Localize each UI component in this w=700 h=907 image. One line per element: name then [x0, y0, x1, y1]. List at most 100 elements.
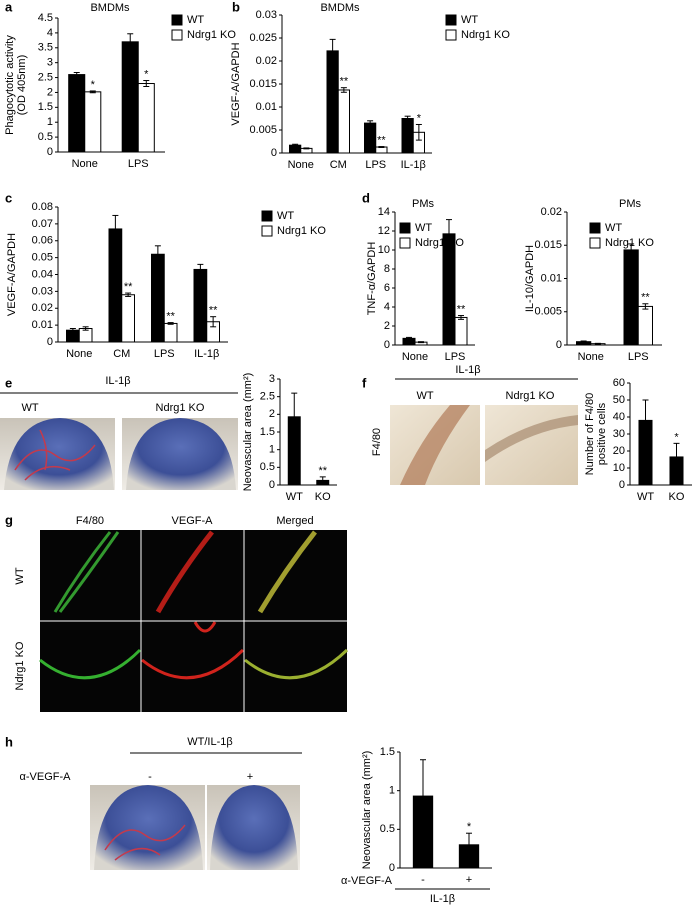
panel-h-images: h WT/IL-1β α-VEGF-A - + — [5, 734, 302, 870]
y-tick-label: 4 — [384, 301, 390, 313]
y-tick-label: 0.02 — [541, 206, 562, 218]
panel-letter: b — [232, 0, 240, 14]
eye-photo — [94, 785, 203, 870]
y-tick-label: 2 — [47, 86, 53, 98]
x-tick-label: CM — [330, 159, 347, 171]
chart: Neovascular area (mm²) 0 0.5 1 1.5 2 2.5 3 WT KO *… — [242, 373, 337, 503]
bar — [326, 50, 339, 154]
y-tick-label: 0.03 — [32, 285, 53, 297]
y-tick-label: 0.05 — [32, 252, 53, 264]
panel-letter: d — [362, 190, 370, 205]
bar — [137, 83, 155, 153]
y-tick-label: 0 — [389, 862, 395, 874]
legend-label: Ndrg1 KO — [461, 29, 510, 41]
bar — [364, 122, 377, 154]
y-tick-label: 4 — [47, 27, 53, 39]
legend-swatch — [261, 225, 273, 237]
treatment-title: IL-1β — [105, 375, 130, 387]
condition-label: + — [247, 771, 253, 783]
column-label: Merged — [276, 515, 313, 527]
column-label: VEGF-A — [172, 515, 214, 527]
x-tick-label: LPS — [365, 159, 386, 171]
x-tick-label: LPS — [628, 351, 649, 363]
image-label: Ndrg1 KO — [506, 390, 555, 402]
y-tick-label: 50 — [613, 394, 625, 406]
chart-title: PMs — [412, 198, 435, 210]
image-label: WT — [416, 390, 433, 402]
y-tick-label: 1.5 — [38, 101, 53, 113]
y-tick-label: 0 — [384, 339, 390, 351]
significance-mark: * — [467, 821, 472, 833]
row-label: Ndrg1 KO — [14, 641, 26, 690]
y-axis-label: (OD 405nm) — [16, 55, 28, 116]
y-axis-label: VEGF-A/GAPDH — [230, 42, 242, 125]
significance-mark: ** — [166, 311, 175, 323]
bar — [121, 41, 139, 153]
x-tick-label: - — [421, 874, 425, 886]
bar — [163, 322, 178, 343]
legend-label: WT — [461, 14, 478, 26]
y-tick-label: 0.015 — [534, 239, 562, 251]
y-tick-label: 12 — [378, 225, 390, 237]
treatment-title: IL-1β — [455, 364, 480, 376]
y-tick-label: 0.03 — [256, 9, 277, 21]
y-tick-label: 0.04 — [32, 268, 53, 280]
legend-swatch — [589, 237, 601, 249]
y-tick-label: 1 — [47, 116, 53, 128]
bar — [121, 294, 135, 343]
legend-label: WT — [277, 210, 294, 222]
y-tick-label: 0.025 — [249, 32, 277, 44]
y-tick-label: 0 — [619, 479, 625, 491]
chart: Neovascular area (mm²) 0 0.5 1 1.5 - + * α-VEGF-… — [341, 746, 492, 905]
y-tick-label: 6 — [384, 282, 390, 294]
x-tick-label: KO — [315, 491, 331, 503]
legend-label: Ndrg1 KO — [187, 29, 236, 41]
x-tick-label: CM — [113, 348, 130, 360]
legend-label: Ndrg1 KO — [277, 225, 326, 237]
panel-letter: f — [362, 375, 367, 390]
y-tick-label: 30 — [613, 428, 625, 440]
y-tick-label: 2.5 — [38, 71, 53, 83]
y-tick-label: 0.5 — [260, 461, 275, 473]
y-tick-label: 0.01 — [541, 272, 562, 284]
y-tick-label: 4.5 — [38, 12, 53, 24]
y-axis-label: VEGF-A/GAPDH — [6, 233, 18, 316]
y-tick-label: 0 — [269, 479, 275, 491]
x-tick-label: None — [288, 159, 314, 171]
y-tick-label: 3.5 — [38, 42, 53, 54]
bar — [108, 228, 123, 343]
panel-letter: h — [5, 734, 13, 749]
y-tick-label: 0 — [47, 336, 53, 348]
legend-swatch — [171, 14, 183, 26]
x-tick-label: None — [402, 351, 428, 363]
y-tick-label: 1.5 — [380, 746, 395, 758]
y-tick-label: 2.5 — [260, 391, 275, 403]
chart: b BMDMs VEGF-A/GAPDH 0 0.005 0.01 0.015 0.02 0.0… — [230, 0, 510, 171]
y-tick-label: 1 — [389, 785, 395, 797]
y-axis-label: Number of F4/80 — [584, 393, 596, 476]
x-tick-label: None — [66, 348, 92, 360]
y-tick-label: 60 — [613, 377, 625, 389]
chart: a BMDMs Phagocytotic activity (OD 405nm) 0 0.… — [4, 0, 236, 170]
y-tick-label: 40 — [613, 411, 625, 423]
y-tick-label: 2 — [269, 408, 275, 420]
x-tick-label: WT — [286, 491, 303, 503]
y-axis-label: positive cells — [596, 402, 608, 465]
y-tick-label: 0.01 — [32, 319, 53, 331]
column-label: F4/80 — [76, 515, 104, 527]
significance-mark: ** — [641, 292, 650, 304]
legend-swatch — [445, 29, 457, 41]
significance-mark: * — [91, 79, 96, 91]
stain-label: F4/80 — [371, 428, 383, 456]
bar — [151, 253, 165, 343]
y-tick-label: 0.02 — [256, 55, 277, 67]
significance-mark: ** — [124, 281, 133, 293]
chart-title: PMs — [619, 198, 642, 210]
y-axis-label: Phagocytotic activity — [4, 35, 16, 135]
x-tick-label: None — [72, 158, 98, 170]
legend-label: WT — [605, 222, 622, 234]
chart: d PMs TNF-α/GAPDH 0 2 4 6 8 10 12 14 None LPS ** WT Ndr… — [362, 190, 475, 363]
legend-swatch — [399, 222, 411, 234]
condition-label: - — [148, 771, 152, 783]
x-tick-label: LPS — [128, 158, 149, 170]
